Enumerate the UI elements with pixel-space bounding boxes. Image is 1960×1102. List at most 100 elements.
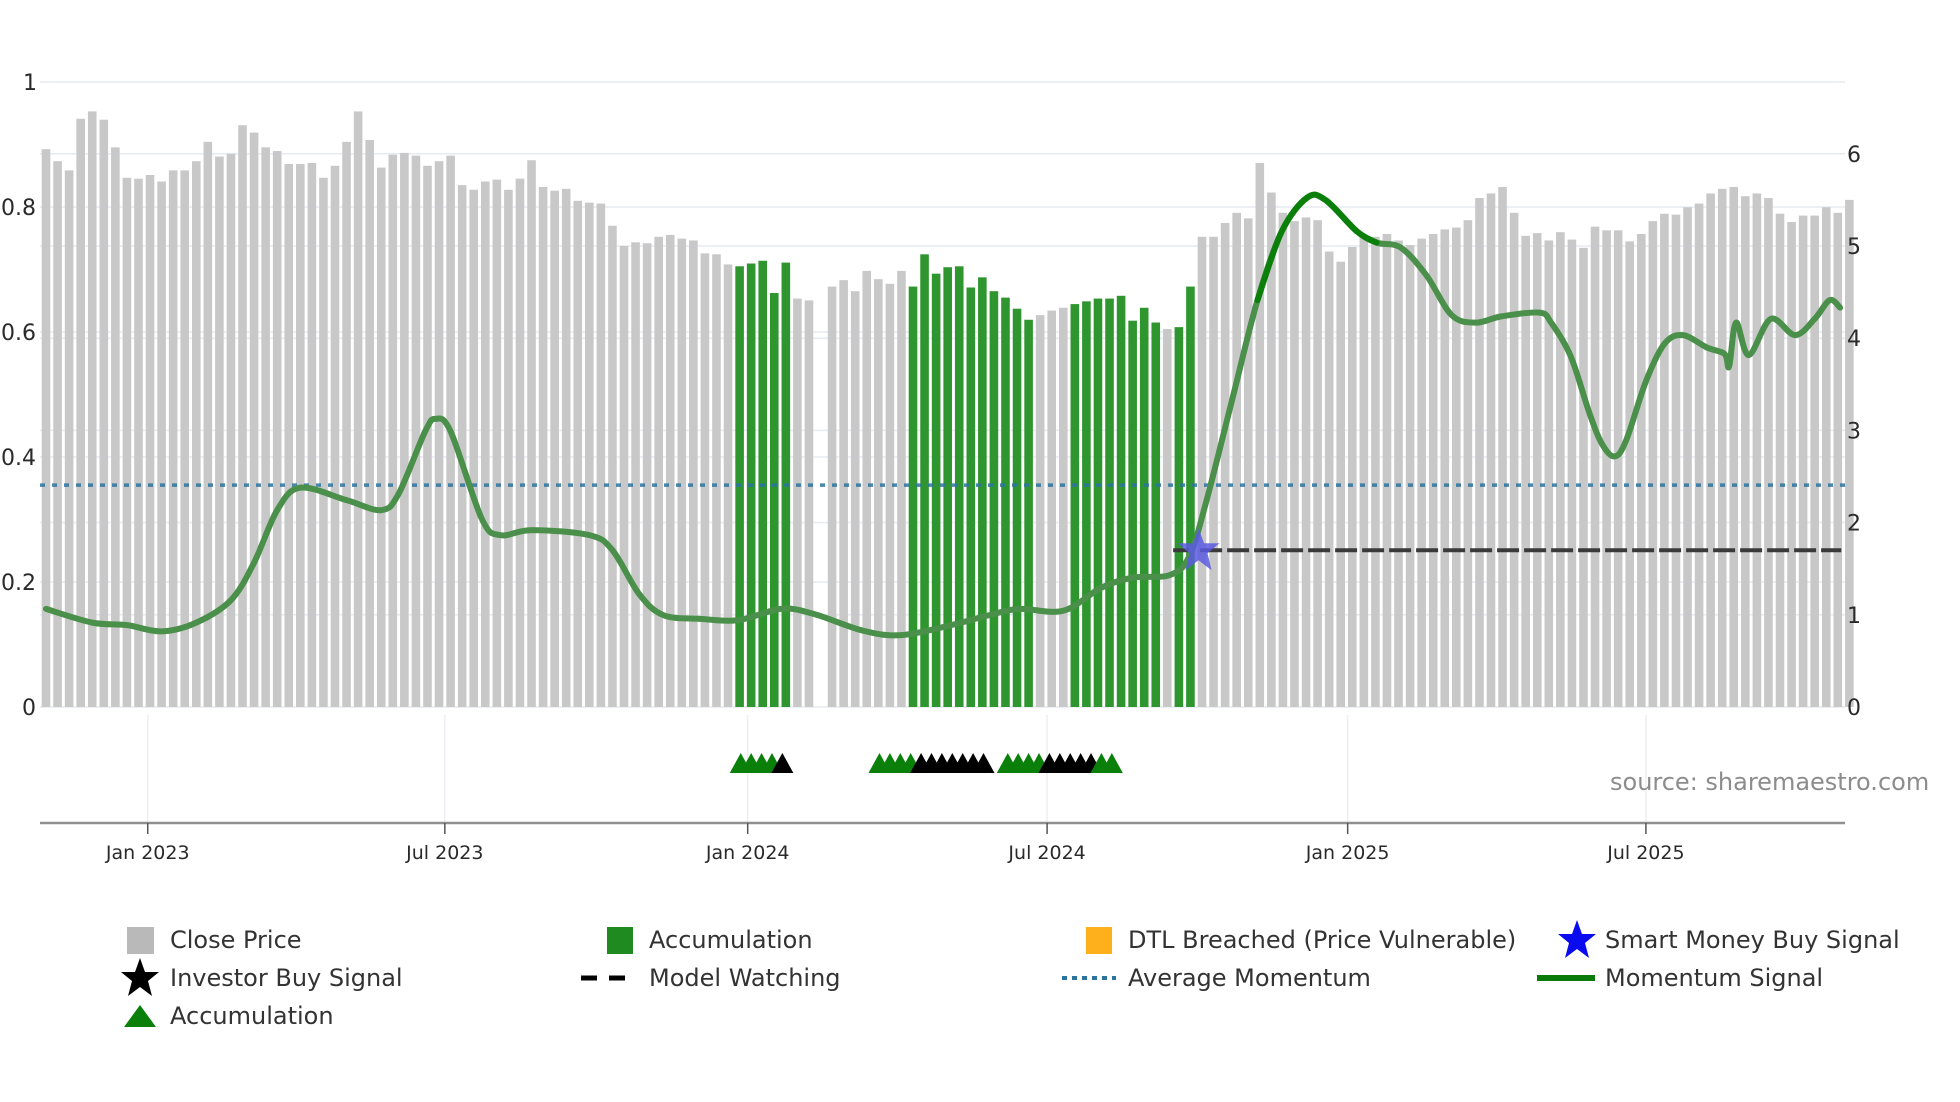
close-price-bar bbox=[457, 185, 467, 707]
close-price-bar bbox=[330, 165, 340, 707]
close-price-bar bbox=[411, 155, 421, 708]
close-price-bar bbox=[99, 119, 109, 708]
right-tick-label: 0 bbox=[1847, 696, 1861, 721]
close-price-bar bbox=[1290, 221, 1299, 707]
close-price-bar bbox=[64, 170, 74, 707]
right-tick-label: 5 bbox=[1847, 235, 1861, 260]
close-price-bar bbox=[1394, 240, 1403, 707]
close-price-bar bbox=[585, 202, 594, 707]
close-price-bar bbox=[238, 125, 247, 707]
close-price-bar bbox=[1243, 218, 1253, 707]
left-tick-label: 0.8 bbox=[1, 196, 36, 221]
accumulation-bar bbox=[908, 286, 918, 707]
close-price-bar bbox=[839, 280, 848, 707]
close-price-bar bbox=[1648, 221, 1658, 707]
close-price-bar bbox=[1798, 215, 1808, 707]
close-price-bar bbox=[1486, 193, 1496, 708]
close-price-bar bbox=[1359, 236, 1369, 707]
momentum-signal-line bbox=[43, 191, 1844, 639]
close-price-bar bbox=[654, 236, 663, 707]
signal-markers-row bbox=[729, 753, 1123, 773]
close-price-bar bbox=[885, 283, 895, 707]
accumulation-bar bbox=[943, 267, 952, 707]
close-price-bar bbox=[1660, 213, 1669, 708]
accumulation-bar bbox=[1139, 307, 1149, 707]
legend-label: Accumulation bbox=[170, 1002, 334, 1030]
close-price-bar bbox=[226, 153, 236, 708]
close-price-bar bbox=[1371, 236, 1380, 707]
accumulation-marker-icon bbox=[1100, 753, 1123, 773]
close-price-bar bbox=[307, 163, 317, 707]
smart-money-buy-signal-icon bbox=[1177, 528, 1220, 571]
close-price-bar bbox=[538, 186, 548, 707]
close-price-bar bbox=[804, 300, 814, 707]
close-price-bar bbox=[1671, 214, 1681, 708]
close-price-bar bbox=[1509, 212, 1519, 708]
close-price-bar bbox=[1706, 193, 1715, 708]
left-tick-label: 0.4 bbox=[1, 446, 36, 471]
close-price-bar bbox=[1613, 230, 1623, 708]
close-price-bar bbox=[1452, 227, 1461, 707]
close-price-bar bbox=[712, 254, 721, 707]
close-price-bar bbox=[261, 147, 270, 707]
close-price-bar bbox=[1579, 247, 1588, 707]
close-price-bar bbox=[1035, 315, 1045, 707]
investor-buy-marker-icon bbox=[972, 753, 995, 773]
accumulation-bar bbox=[1174, 327, 1184, 707]
close-price-bar bbox=[561, 188, 571, 707]
right-y-axis-labels: 0 1 2 3 4 5 6 bbox=[1847, 143, 1861, 721]
close-price-bar bbox=[619, 246, 629, 707]
accumulation-bar bbox=[931, 273, 941, 707]
legend-label: Momentum Signal bbox=[1605, 964, 1824, 992]
green-bar-icon bbox=[589, 922, 649, 958]
accumulation-bar bbox=[1001, 297, 1010, 707]
close-price-bar bbox=[1532, 233, 1542, 708]
close-price-bar bbox=[700, 253, 710, 707]
accumulation-bar bbox=[978, 277, 987, 707]
close-price-bar bbox=[434, 161, 444, 707]
left-tick-label: 0.6 bbox=[1, 321, 36, 346]
close-price-bar bbox=[191, 161, 201, 707]
close-price-bar bbox=[53, 161, 62, 707]
right-tick-label: 1 bbox=[1847, 604, 1861, 629]
solid-line-icon bbox=[1535, 960, 1595, 996]
close-price-bar bbox=[1405, 245, 1415, 707]
close-price-bar bbox=[573, 200, 583, 707]
close-price-bars bbox=[41, 111, 1854, 708]
legend-label: DTL Breached (Price Vulnerable) bbox=[1128, 926, 1517, 954]
x-tick-label: Jan 2025 bbox=[1305, 842, 1390, 864]
right-tick-label: 3 bbox=[1847, 419, 1861, 444]
close-price-bar bbox=[1590, 226, 1600, 707]
close-price-bar bbox=[1047, 310, 1057, 707]
x-tick-label: Jan 2024 bbox=[705, 842, 790, 864]
close-price-bar bbox=[1267, 192, 1276, 708]
close-price-bar bbox=[168, 170, 178, 707]
left-tick-label: 0 bbox=[22, 696, 36, 721]
close-price-bar bbox=[353, 111, 363, 707]
close-price-bar bbox=[1301, 217, 1311, 707]
close-price-bar bbox=[1625, 241, 1635, 707]
close-price-bar bbox=[608, 225, 617, 707]
close-price-bar bbox=[1220, 222, 1230, 707]
close-price-bar bbox=[1278, 212, 1288, 708]
close-price-bar bbox=[122, 177, 132, 708]
close-price-bar bbox=[1833, 212, 1843, 708]
close-price-bar bbox=[157, 181, 166, 707]
x-tick-label: Jul 2023 bbox=[405, 842, 483, 864]
close-price-bar bbox=[1313, 220, 1322, 707]
right-tick-label: 6 bbox=[1847, 143, 1861, 168]
close-price-bar bbox=[1752, 193, 1762, 708]
close-price-bar bbox=[388, 154, 398, 708]
close-price-bar bbox=[203, 141, 213, 708]
accumulation-bar bbox=[1105, 298, 1114, 707]
close-price-bar bbox=[1498, 186, 1507, 707]
close-price-bar bbox=[850, 291, 860, 707]
close-price-bar bbox=[1821, 207, 1831, 707]
close-price-bar bbox=[793, 298, 802, 707]
x-tick-label: Jul 2025 bbox=[1606, 842, 1684, 864]
accumulation-bar bbox=[966, 287, 976, 707]
close-price-bar bbox=[365, 139, 374, 708]
close-price-bar bbox=[677, 238, 687, 707]
close-price-bar bbox=[1324, 251, 1334, 708]
